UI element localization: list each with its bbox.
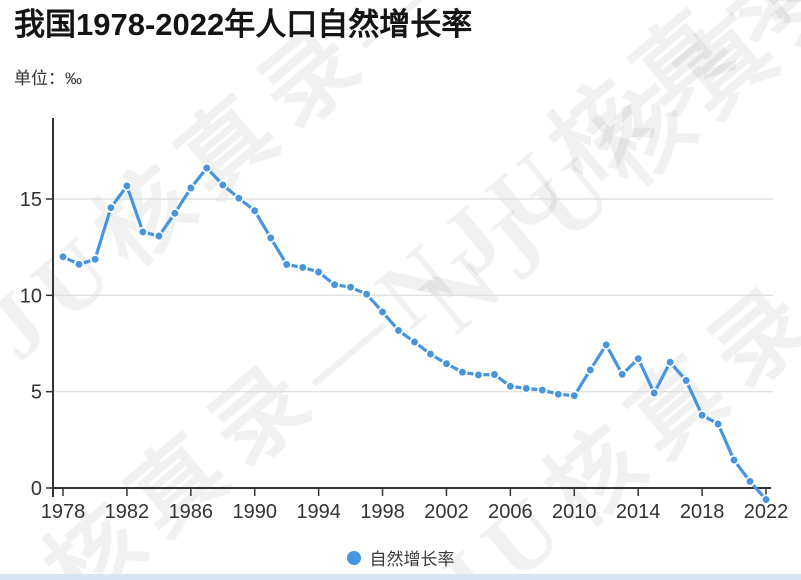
- data-point[interactable]: [744, 476, 756, 487]
- data-point[interactable]: [585, 364, 596, 376]
- legend-label: 自然增长率: [369, 550, 455, 569]
- data-point[interactable]: [137, 226, 149, 238]
- x-axis-label: 1982: [105, 501, 150, 523]
- data-point[interactable]: [601, 339, 612, 350]
- data-point[interactable]: [537, 384, 548, 396]
- legend-item-natural-growth-rate[interactable]: 自然增长率: [0, 545, 801, 570]
- chart-title: 我国1978-2022年人口自然增长率: [14, 7, 473, 42]
- data-point[interactable]: [521, 383, 532, 394]
- data-point[interactable]: [617, 369, 628, 380]
- data-point[interactable]: [329, 279, 340, 290]
- y-axis-label: 15: [20, 189, 42, 211]
- x-axis-label: 1990: [232, 501, 277, 523]
- data-point[interactable]: [633, 353, 644, 364]
- y-axis-label: 0: [31, 478, 42, 500]
- data-point[interactable]: [121, 180, 133, 192]
- bottom-strip: [0, 574, 801, 580]
- data-point[interactable]: [457, 367, 468, 378]
- data-point[interactable]: [281, 259, 292, 270]
- x-axis-label: 2006: [488, 501, 533, 523]
- x-axis-label: 2014: [616, 501, 661, 523]
- data-point[interactable]: [105, 202, 117, 213]
- data-point[interactable]: [297, 262, 308, 273]
- legend-marker-icon: [346, 550, 361, 565]
- data-point[interactable]: [664, 357, 676, 368]
- data-point[interactable]: [265, 232, 276, 244]
- data-point[interactable]: [425, 348, 436, 360]
- y-axis-label: 10: [20, 285, 42, 307]
- data-point[interactable]: [217, 179, 228, 191]
- y-axis-label: 5: [31, 382, 42, 404]
- data-point[interactable]: [409, 336, 420, 348]
- data-point[interactable]: [696, 410, 708, 421]
- data-point[interactable]: [505, 381, 516, 392]
- data-point[interactable]: [57, 251, 69, 262]
- data-point[interactable]: [712, 418, 724, 430]
- x-axis-label: 1986: [169, 501, 214, 523]
- data-point[interactable]: [345, 282, 356, 293]
- data-point[interactable]: [489, 369, 500, 380]
- data-point[interactable]: [361, 289, 372, 300]
- data-point[interactable]: [201, 162, 212, 174]
- data-point[interactable]: [553, 389, 564, 400]
- x-axis-label: 2018: [680, 501, 725, 523]
- data-point[interactable]: [185, 182, 196, 194]
- data-point[interactable]: [89, 254, 101, 265]
- x-axis-label: 1994: [296, 501, 341, 523]
- data-point[interactable]: [649, 387, 660, 399]
- data-point[interactable]: [233, 193, 244, 204]
- series-line-natural-growth-rate: [61, 166, 768, 502]
- data-point[interactable]: [393, 325, 404, 336]
- data-point[interactable]: [377, 306, 388, 318]
- data-point[interactable]: [441, 358, 452, 369]
- data-point[interactable]: [760, 494, 772, 505]
- x-axis-label: 2022: [744, 501, 789, 523]
- x-axis-label: 1998: [360, 501, 405, 523]
- data-point[interactable]: [249, 205, 260, 216]
- data-point[interactable]: [680, 375, 692, 386]
- unit-label: 单位：‰: [14, 69, 82, 88]
- data-point[interactable]: [569, 390, 580, 401]
- x-axis-label: 2002: [424, 501, 469, 523]
- x-axis-label: 2010: [552, 501, 597, 523]
- data-point[interactable]: [313, 266, 324, 278]
- x-axis-label: 1978: [41, 501, 86, 523]
- data-point[interactable]: [73, 259, 85, 270]
- data-point[interactable]: [153, 230, 165, 242]
- data-point[interactable]: [169, 208, 180, 219]
- data-point[interactable]: [728, 454, 740, 466]
- data-point[interactable]: [473, 369, 484, 381]
